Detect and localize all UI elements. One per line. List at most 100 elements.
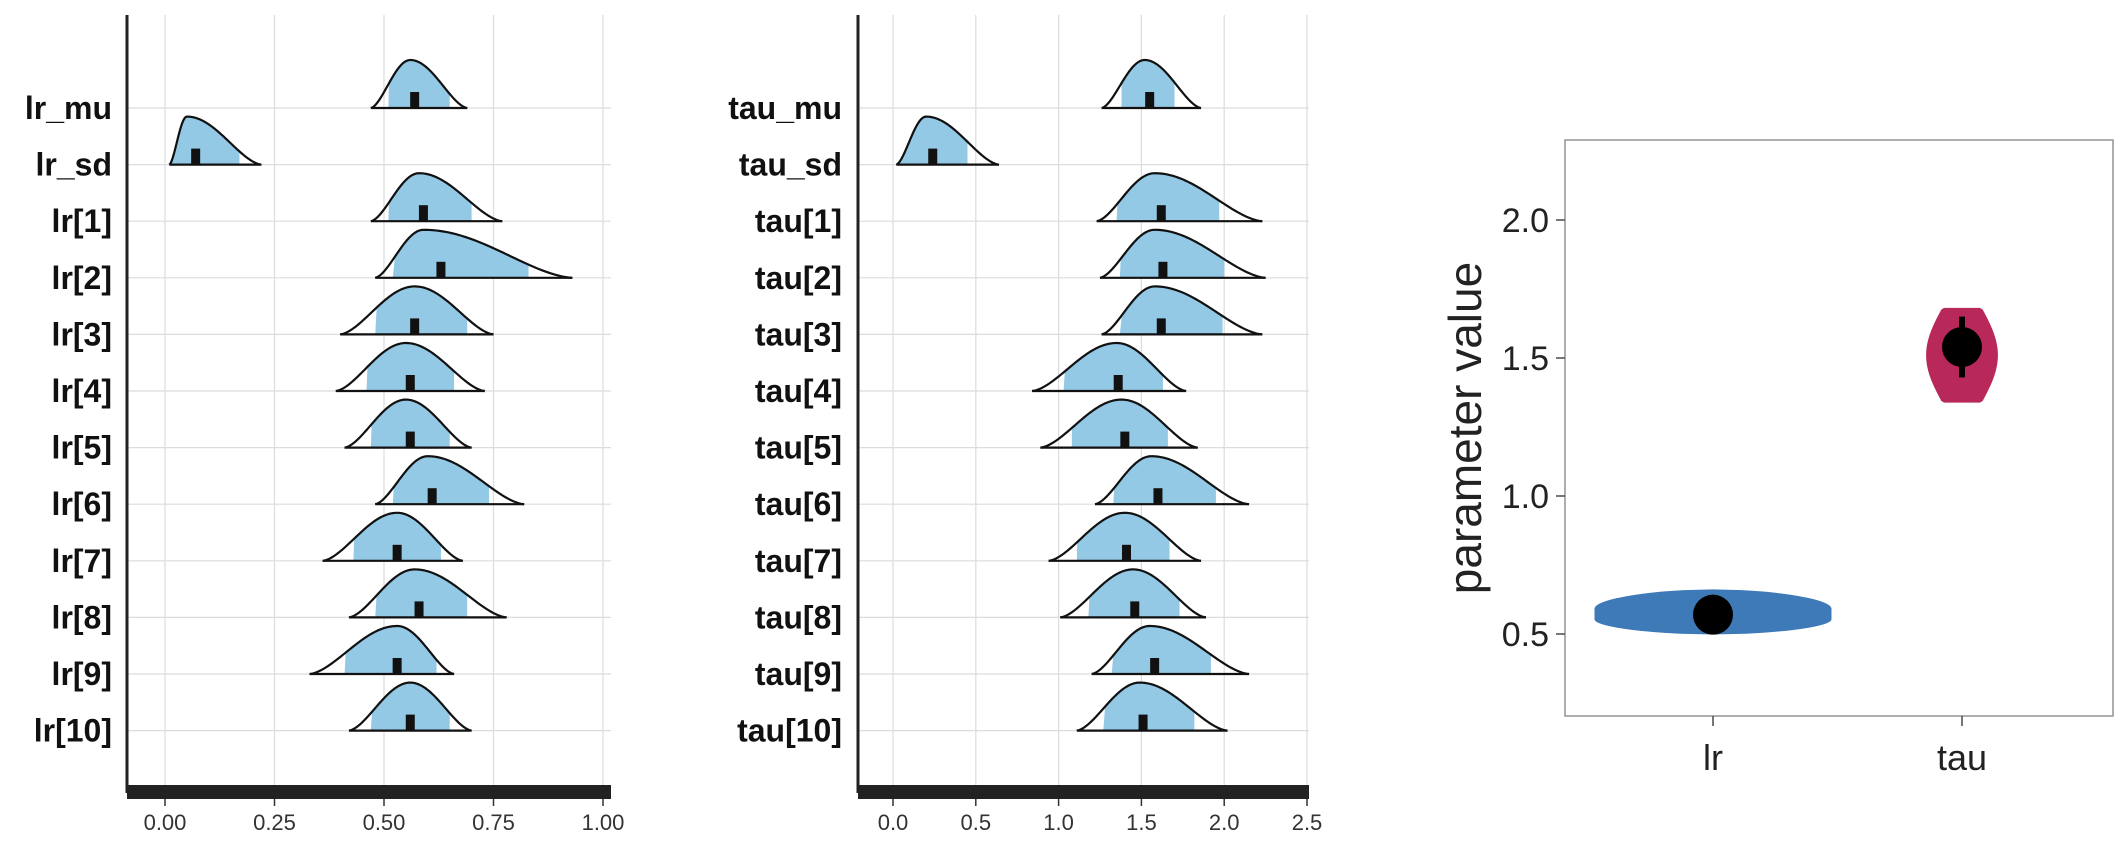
- median-marker: [427, 488, 437, 505]
- ridge-tau-8: tau[8]: [755, 568, 1207, 635]
- y-tick-label: 1.0: [1502, 478, 1549, 516]
- ridge-tau-9: tau[9]: [755, 624, 1250, 692]
- median-marker: [392, 658, 402, 674]
- median-marker: [410, 92, 420, 108]
- row-label-tau-1: tau[1]: [755, 203, 842, 239]
- median-marker: [436, 261, 446, 278]
- ridge-outline: [1091, 624, 1250, 676]
- median-marker: [1121, 544, 1131, 561]
- median-marker: [410, 318, 420, 335]
- ridge-outline: [374, 228, 573, 279]
- lr-ridgeline-panel: 0.00 0.25 0.50 0.75 1.00 lr_mu lr_sd lr[1] lr[2]…: [25, 15, 625, 835]
- tau-ridgeline-panel: 0.0 0.5 1.0 1.5 2.0 2.5 tau_mu tau_sd tau[1] tau[…: [728, 15, 1322, 835]
- row-label-lr-6: lr[6]: [52, 486, 112, 522]
- row-label-lr-9: lr[9]: [52, 656, 112, 692]
- median-marker: [1153, 488, 1163, 505]
- ridge-inner-area: [1111, 626, 1211, 674]
- median-marker: [1130, 601, 1140, 618]
- ridge-lr-8: lr[8]: [52, 568, 507, 635]
- row-label-lr-sd: lr_sd: [36, 147, 112, 183]
- ridge-outline: [370, 58, 468, 110]
- ridge-outline: [348, 681, 472, 732]
- x-tick-label: 1.5: [1126, 810, 1157, 835]
- median-point: [1942, 326, 1982, 367]
- row-label-lr-1: lr[1]: [52, 203, 112, 239]
- ridge-lr-sd: lr_sd: [36, 115, 262, 183]
- row-label-lr-3: lr[3]: [52, 316, 112, 352]
- ridge-outline: [1096, 172, 1263, 223]
- ridge-inner-area: [1076, 512, 1170, 561]
- ridge-inner-area: [1119, 229, 1225, 278]
- ridge-outline: [1040, 398, 1198, 449]
- ridge-lr-4: lr[4]: [52, 341, 485, 409]
- ridge-inner-area: [388, 173, 472, 222]
- ridge-outline: [1048, 511, 1202, 562]
- x-tick-label: 1.00: [582, 810, 625, 835]
- ridge-tau-6: tau[6]: [755, 455, 1250, 522]
- violin-tau: [1926, 307, 1998, 403]
- row-label-tau-4: tau[4]: [755, 373, 842, 409]
- row-label-tau-7: tau[7]: [755, 543, 842, 579]
- row-label-tau-mu: tau_mu: [728, 90, 842, 126]
- row-label-lr-8: lr[8]: [52, 599, 112, 635]
- ridge-lr-9: lr[9]: [52, 624, 455, 692]
- ridge-outline: [168, 115, 262, 166]
- median-marker: [1158, 261, 1168, 278]
- ridge-inner-area: [1116, 173, 1220, 222]
- ridge-inner-area: [392, 456, 490, 505]
- ridge-outline: [370, 172, 503, 223]
- median-marker: [928, 148, 938, 165]
- ridge-outline: [1076, 681, 1228, 732]
- x-tick-label: 1.0: [1043, 810, 1074, 835]
- ridge-inner-area: [375, 569, 468, 618]
- ridge-outline: [340, 285, 494, 336]
- median-marker: [392, 544, 402, 561]
- row-label-tau-8: tau[8]: [755, 599, 842, 635]
- ridge-outline: [374, 455, 525, 506]
- median-marker: [418, 205, 428, 222]
- ridge-lr-7: lr[7]: [52, 511, 464, 579]
- x-axis-bar: [858, 785, 1309, 799]
- row-label-tau-9: tau[9]: [755, 656, 842, 692]
- ridge-outline: [1101, 285, 1263, 336]
- median-marker: [405, 431, 415, 448]
- plot-frame: [1564, 139, 2114, 717]
- ridge-outline: [1094, 455, 1250, 506]
- ridge-tau-mu: tau_mu: [728, 58, 1202, 126]
- ridge-inner-area: [169, 116, 240, 165]
- row-label-lr-mu: lr_mu: [25, 90, 112, 126]
- ridge-tau-4: tau[4]: [755, 341, 1187, 409]
- ridge-inner-area: [1121, 60, 1175, 108]
- median-marker: [191, 148, 201, 165]
- x-category-label-lr: lr: [1703, 737, 1723, 778]
- x-tick-label: 0.75: [472, 810, 515, 835]
- ridge-outline: [1031, 341, 1187, 393]
- ridge-inner-area: [896, 116, 968, 165]
- violin-lr: [1594, 589, 1832, 635]
- ridge-inner-area: [1119, 286, 1223, 335]
- ridge-inner-area: [1063, 343, 1163, 391]
- ridge-tau-sd: tau_sd: [739, 115, 1000, 183]
- ridge-outline: [1060, 568, 1207, 619]
- y-tick-label: 2.0: [1502, 202, 1549, 240]
- median-marker: [414, 601, 424, 618]
- row-label-lr-7: lr[7]: [52, 543, 112, 579]
- ridge-tau-3: tau[3]: [755, 285, 1263, 352]
- x-tick-label: 0.25: [253, 810, 296, 835]
- median-marker: [1113, 375, 1123, 391]
- ridge-inner-area: [366, 343, 455, 391]
- median-marker: [1120, 431, 1130, 448]
- row-label-tau-2: tau[2]: [755, 260, 842, 296]
- ridge-inner-area: [344, 626, 437, 674]
- x-tick-label: 0.0: [878, 810, 909, 835]
- x-tick-label: 0.50: [363, 810, 406, 835]
- x-category-label-tau: tau: [1937, 737, 1987, 778]
- ridge-inner-area: [392, 229, 529, 278]
- ridge-inner-area: [1113, 456, 1216, 505]
- median-marker: [1145, 92, 1155, 108]
- row-label-lr-4: lr[4]: [52, 373, 112, 409]
- ridge-lr-2: lr[2]: [52, 228, 573, 296]
- row-label-lr-2: lr[2]: [52, 260, 112, 296]
- ridge-inner-area: [353, 512, 441, 561]
